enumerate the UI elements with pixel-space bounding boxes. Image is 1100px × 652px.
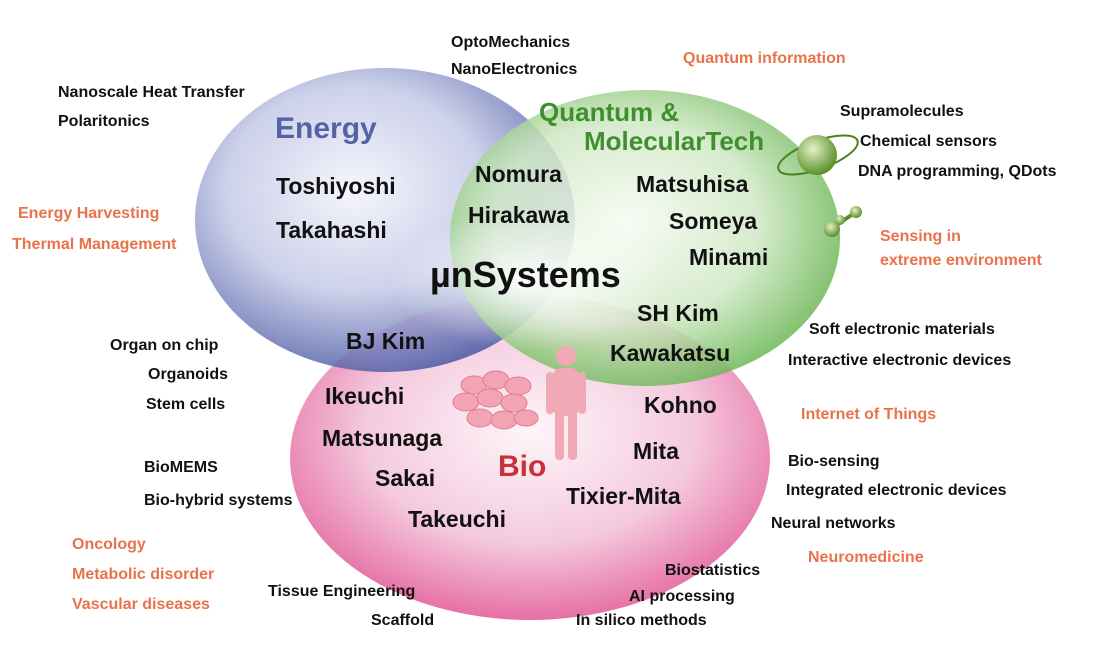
person-nomura: Nomura bbox=[475, 161, 562, 187]
person-hirakawa: Hirakawa bbox=[468, 202, 570, 228]
person-sakai: Sakai bbox=[375, 465, 436, 491]
cells-icon bbox=[452, 370, 539, 430]
energy-title: Energy bbox=[275, 112, 377, 145]
person-sh-kim: SH Kim bbox=[637, 300, 719, 326]
topic-quantum-information: Quantum information bbox=[683, 50, 846, 67]
center-glow bbox=[390, 210, 670, 350]
topic-thermal-management: Thermal Management bbox=[12, 236, 177, 253]
topic-polaritonics: Polaritonics bbox=[58, 113, 150, 130]
person-takahashi: Takahashi bbox=[276, 217, 387, 243]
person-matsuhisa: Matsuhisa bbox=[636, 171, 749, 197]
person-matsunaga: Matsunaga bbox=[322, 425, 443, 451]
topic-iot: Internet of Things bbox=[801, 406, 937, 423]
topic-ai-processing: AI processing bbox=[629, 588, 735, 605]
topic-vascular: Vascular diseases bbox=[72, 596, 210, 613]
person-tixier-mita: Tixier-Mita bbox=[566, 483, 681, 509]
topic-oncology: Oncology bbox=[72, 536, 146, 553]
person-kohno: Kohno bbox=[644, 392, 717, 418]
topic-neural-networks: Neural networks bbox=[771, 515, 896, 532]
topic-nanoelectronics: NanoElectronics bbox=[451, 61, 578, 78]
topic-organ-on-chip: Organ on chip bbox=[110, 337, 219, 354]
topic-bio-sensing: Bio-sensing bbox=[788, 453, 880, 470]
center-title: µnSystems bbox=[430, 254, 621, 295]
topic-tissue-engineering: Tissue Engineering bbox=[268, 583, 416, 600]
topic-optomechanics: OptoMechanics bbox=[451, 34, 571, 51]
topic-biostatistics: Biostatistics bbox=[665, 562, 761, 579]
topic-supramolecules: Supramolecules bbox=[840, 103, 964, 120]
topic-integrated-devices: Integrated electronic devices bbox=[786, 482, 1007, 499]
topic-in-silico: In silico methods bbox=[576, 612, 707, 629]
topic-scaffold: Scaffold bbox=[371, 612, 435, 629]
topic-chemical-sensors: Chemical sensors bbox=[860, 133, 997, 150]
person-takeuchi: Takeuchi bbox=[408, 506, 506, 532]
person-toshiyoshi: Toshiyoshi bbox=[276, 173, 396, 199]
topic-sensing-in: Sensing in bbox=[880, 228, 961, 245]
quantum-title-line2: MolecularTech bbox=[584, 126, 765, 156]
person-someya: Someya bbox=[669, 208, 758, 234]
topic-stem-cells: Stem cells bbox=[146, 396, 226, 413]
person-mita: Mita bbox=[633, 438, 679, 464]
topic-energy-harvesting: Energy Harvesting bbox=[18, 205, 160, 222]
topic-dna-programming: DNA programming, QDots bbox=[858, 163, 1057, 180]
topic-neuromedicine: Neuromedicine bbox=[808, 549, 924, 566]
bio-title: Bio bbox=[498, 450, 547, 483]
person-icon bbox=[546, 346, 586, 460]
topic-biomems: BioMEMS bbox=[144, 459, 218, 476]
person-minami: Minami bbox=[689, 244, 769, 270]
topic-extreme-environment: extreme environment bbox=[880, 252, 1042, 269]
person-kawakatsu: Kawakatsu bbox=[610, 340, 731, 366]
topic-metabolic: Metabolic disorder bbox=[72, 566, 215, 583]
topic-bio-hybrid: Bio-hybrid systems bbox=[144, 492, 293, 509]
person-bj-kim: BJ Kim bbox=[346, 328, 426, 354]
quantum-title-line1: Quantum & bbox=[539, 97, 680, 127]
molecule-icon bbox=[777, 134, 862, 237]
topic-organoids: Organoids bbox=[148, 366, 229, 383]
topic-soft-materials: Soft electronic materials bbox=[809, 321, 995, 338]
topic-nanoscale-heat: Nanoscale Heat Transfer bbox=[58, 84, 245, 101]
person-ikeuchi: Ikeuchi bbox=[325, 383, 405, 409]
topic-interactive-devices: Interactive electronic devices bbox=[788, 352, 1012, 369]
